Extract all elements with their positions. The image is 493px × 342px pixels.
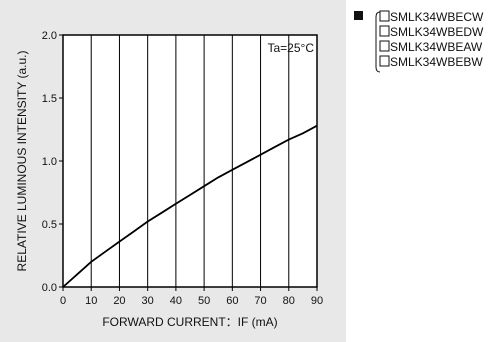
legend-item-label: SMLK34WBEBW [390, 55, 483, 69]
x-ticks: 0 10 20 30 40 50 60 70 80 90 [60, 287, 323, 307]
chart-svg: 0.0 0.5 1.0 1.5 2.0 0 10 20 30 40 50 60 70 80 90 Ta=2… [15, 30, 323, 329]
x-tick-label: 10 [85, 295, 97, 307]
legend-marker [354, 11, 363, 20]
x-axis-label: FORWARD CURRENT：IF (mA) [102, 315, 277, 329]
y-tick-label: 0.0 [42, 282, 57, 294]
legend-bracket [375, 11, 381, 73]
x-tick-label: 50 [198, 295, 210, 307]
grid-layer [90, 35, 290, 287]
x-tick-label: 80 [283, 295, 295, 307]
x-tick-label: 90 [311, 295, 323, 307]
legend-items: SMLK34WBECWSMLK34WBEDWSMLK34WBEAWSMLK34W… [379, 10, 484, 69]
y-tick-label: 1.0 [42, 156, 57, 168]
x-tick-label: 70 [254, 295, 266, 307]
series-line [62, 124, 318, 288]
annotation: Ta=25°C [268, 41, 315, 55]
legend-item-box [379, 10, 390, 22]
plot-area [62, 34, 318, 288]
y-tick-label: 1.5 [42, 93, 57, 105]
legend-item-box [379, 40, 390, 52]
legend-item-label: SMLK34WBECW [390, 10, 484, 24]
legend-item-box [379, 25, 390, 37]
x-tick-label: 60 [226, 295, 238, 307]
series-layer [62, 124, 318, 288]
x-tick-label: 30 [142, 295, 154, 307]
y-axis-label: RELATIVE LUMINOUS INTENSITY (a.u.) [15, 51, 29, 272]
legend-svg: SMLK34WBECWSMLK34WBEDWSMLK34WBEAWSMLK34W… [354, 10, 484, 73]
legend-item-label: SMLK34WBEDW [390, 25, 484, 39]
legend: SMLK34WBECW SMLK34WBEDW SMLK34WBEAW SMLK34W… [352, 8, 493, 78]
legend-item-label: SMLK34WBEAW [390, 40, 483, 54]
y-tick-label: 2.0 [42, 30, 57, 42]
x-tick-label: 20 [113, 295, 125, 307]
legend-item-box [379, 55, 390, 67]
chart-panel: 0.0 0.5 1.0 1.5 2.0 0 10 20 30 40 50 60 70 80 90 Ta=2… [0, 0, 346, 342]
y-tick-label: 0.5 [42, 219, 57, 231]
y-ticks: 0.0 0.5 1.0 1.5 2.0 [42, 30, 63, 294]
x-tick-label: 40 [170, 295, 182, 307]
x-tick-label: 0 [60, 295, 66, 307]
